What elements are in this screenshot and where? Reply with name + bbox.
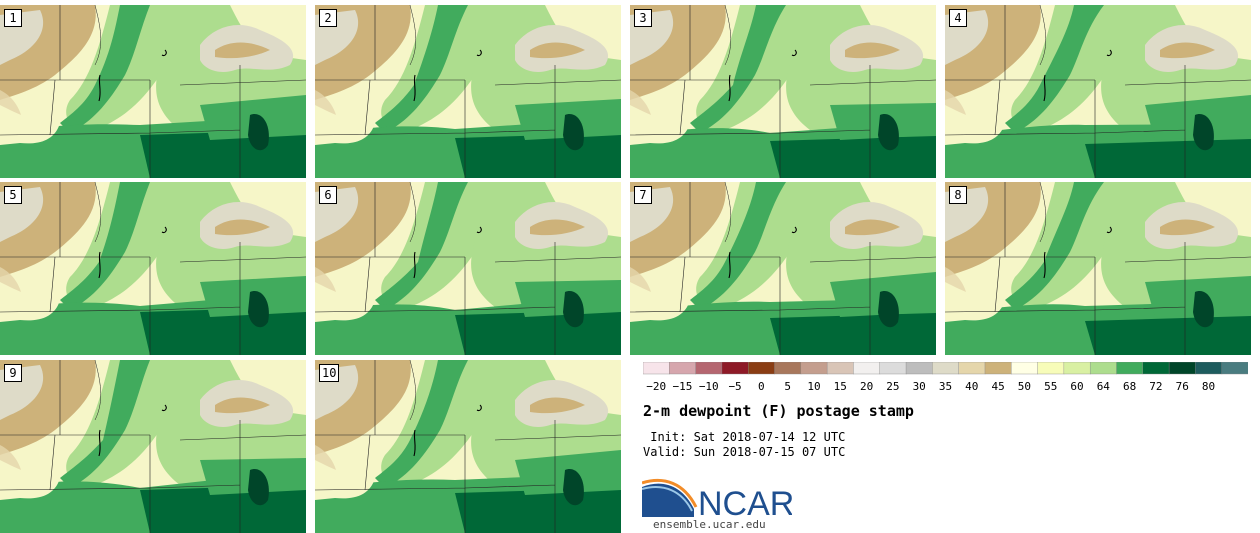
colorbar-tick-label: 35 — [938, 380, 953, 393]
ncar-logo-text: NCAR — [698, 485, 792, 519]
valid-time: Valid: Sun 2018-07-15 07 UTC — [643, 445, 846, 459]
member-panel: 5 — [0, 182, 306, 355]
member-number: 9 — [4, 364, 22, 382]
colorbar-tick-label: 0 — [758, 380, 765, 393]
colorbar-tick-label: 64 — [1096, 380, 1110, 393]
colorbar-swatch — [984, 362, 1012, 375]
colorbar-tick-label: 15 — [833, 380, 847, 393]
colorbar-tick-label: 45 — [991, 380, 1005, 393]
colorbar-swatch — [721, 362, 749, 375]
init-time: Init: Sat 2018-07-14 12 UTC — [643, 430, 846, 444]
member-number: 2 — [319, 9, 337, 27]
colorbar-swatch — [905, 362, 933, 375]
colorbar-swatch — [1116, 362, 1144, 375]
member-panel: 3 — [630, 5, 936, 178]
colorbar-swatch — [1221, 362, 1248, 375]
colorbar-swatch — [932, 362, 960, 375]
colorbar-tick-label: 30 — [912, 380, 926, 393]
colorbar-swatch — [800, 362, 828, 375]
colorbar-swatch — [748, 362, 776, 375]
member-panel: 6 — [315, 182, 621, 355]
colorbar-swatch — [695, 362, 723, 375]
member-panel: 9 — [0, 360, 306, 533]
colorbar-tick-label: 50 — [1017, 380, 1032, 393]
member-panel: 2 — [315, 5, 621, 178]
colorbar-tick-label: −5 — [728, 380, 742, 393]
member-panel: 8 — [945, 182, 1251, 355]
colorbar-tick-label: 20 — [859, 380, 874, 393]
colorbar-tick-label: 60 — [1070, 380, 1084, 393]
member-number: 4 — [949, 9, 967, 27]
colorbar — [643, 362, 1248, 375]
colorbar-swatch — [1037, 362, 1065, 375]
colorbar-tick-label: 80 — [1201, 380, 1216, 393]
colorbar-swatch — [826, 362, 854, 375]
colorbar-swatch — [958, 362, 986, 375]
colorbar-tick-label: −15 — [672, 380, 693, 393]
member-panel: 1 — [0, 5, 306, 178]
site-url: ensemble.ucar.edu — [653, 518, 766, 531]
colorbar-swatch — [1063, 362, 1091, 375]
colorbar-tick-label: 5 — [784, 380, 791, 393]
member-number: 10 — [319, 364, 340, 382]
member-panel: 10 — [315, 360, 621, 533]
colorbar-tick-label: −10 — [698, 380, 719, 393]
chart-title: 2-m dewpoint (F) postage stamp — [643, 402, 914, 420]
colorbar-swatch — [1142, 362, 1170, 375]
colorbar-swatch — [879, 362, 907, 375]
colorbar-tick-label: 55 — [1044, 380, 1058, 393]
member-panel: 7 — [630, 182, 936, 355]
member-number: 5 — [4, 186, 22, 204]
member-number: 8 — [949, 186, 967, 204]
colorbar-swatch — [1089, 362, 1117, 375]
colorbar-tick-label: 76 — [1175, 380, 1189, 393]
colorbar-swatch — [1011, 362, 1039, 375]
colorbar-tick-label: 25 — [886, 380, 900, 393]
colorbar-swatch — [1195, 362, 1223, 375]
colorbar-swatch — [774, 362, 802, 375]
colorbar-tick-label: −20 — [646, 380, 667, 393]
colorbar-swatch — [1168, 362, 1196, 375]
member-number: 1 — [4, 9, 22, 27]
colorbar-swatch — [669, 362, 697, 375]
member-number: 6 — [319, 186, 337, 204]
member-number: 3 — [634, 9, 652, 27]
ncar-logo: NCAR — [642, 478, 792, 519]
member-number: 7 — [634, 186, 652, 204]
colorbar-tick-label: 72 — [1149, 380, 1163, 393]
colorbar-swatch — [853, 362, 881, 375]
member-panel: 4 — [945, 5, 1251, 178]
colorbar-swatch — [643, 362, 670, 375]
colorbar-tick-label: 68 — [1123, 380, 1137, 393]
colorbar-tick-label: 40 — [965, 380, 979, 393]
colorbar-tick-label: 10 — [807, 380, 821, 393]
